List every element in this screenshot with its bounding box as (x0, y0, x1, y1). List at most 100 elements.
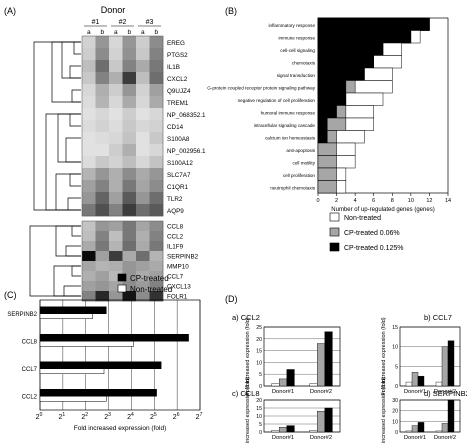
heatmap-cell (95, 291, 110, 302)
x-tick-label: 0 (316, 198, 319, 204)
heatmap-cell (136, 271, 150, 282)
heatmap-cell (82, 60, 96, 73)
x-category-label: Donor#2 (310, 389, 332, 395)
heatmap-cell (149, 132, 164, 145)
bar (411, 425, 419, 433)
gene-label: CCL8 (167, 224, 184, 231)
heatmap-cell (109, 108, 123, 121)
bar (317, 117, 328, 131)
column-label: b (100, 29, 104, 36)
heatmap-cell (122, 192, 137, 205)
heatmap-cell (122, 156, 137, 169)
bar (317, 343, 326, 387)
gene-label: NP_002956.1 (167, 148, 206, 155)
heatmap-cell (122, 108, 137, 121)
y-tick-label: 5 (395, 364, 398, 370)
category-label: immune response (278, 35, 315, 40)
heatmap-cell (149, 60, 164, 73)
gene-label: PTGS2 (167, 52, 188, 59)
x-tick-label: 26 (173, 412, 180, 421)
heatmap-cell (95, 48, 110, 61)
dendrogram-branch (65, 137, 81, 163)
gene-label: Q9UJZ4 (167, 88, 191, 95)
column-label: b (154, 29, 158, 36)
x-tick-base: 2 (150, 414, 154, 421)
y-tick-label: 0 (259, 384, 262, 390)
legend-swatch (329, 242, 340, 252)
bar (317, 155, 337, 169)
donor-label: #3 (146, 19, 154, 26)
heatmap-cell (109, 96, 123, 109)
gene-label: IL1F9 (167, 244, 184, 251)
x-tick-label: 27 (196, 412, 203, 421)
dendrogram-branch (53, 265, 81, 297)
dendrogram-branch (61, 41, 81, 79)
heatmap-cell (95, 168, 110, 181)
bar (324, 407, 333, 433)
y-tick-label: 15 (392, 325, 398, 331)
legend-label: CP-treated 0.125% (344, 245, 404, 252)
gene-label: TLR2 (167, 196, 183, 203)
heatmap-cell (149, 84, 164, 97)
bar-cp-treated (39, 389, 157, 397)
heatmap-cell (95, 192, 110, 205)
gene-label: C1QR1 (167, 184, 188, 191)
category-label: neutrophil chemotaxis (270, 185, 315, 190)
category-label: CCL7 (22, 367, 38, 373)
bar (317, 142, 337, 156)
y-tick-label: 20 (392, 409, 398, 415)
x-tick-label: 25 (150, 412, 157, 421)
x-tick-label: 2 (335, 198, 338, 204)
heatmap-cell (122, 60, 137, 73)
gene-label: FOLR1 (167, 294, 188, 301)
heatmap-cell (122, 291, 137, 302)
heatmap-cell (122, 72, 137, 85)
bar (317, 55, 374, 69)
category-label: cell motility (293, 160, 316, 165)
dendrogram-branch (65, 245, 81, 257)
x-tick-exp: 0 (40, 412, 43, 418)
category-label: inflammatory response (269, 23, 316, 28)
heatmap-cell (82, 144, 96, 157)
heatmap-cell (136, 156, 150, 169)
heatmap-cell (95, 204, 110, 217)
heatmap-cell (82, 84, 96, 97)
subplot-title: c) CCL8 (232, 389, 260, 398)
heatmap-cell (109, 120, 123, 133)
panel-c-chart: 20 21 22 23 24 25 26 27SERPINB2CCL8CCL7CCL2Fold… (7, 273, 203, 432)
heatmap-cell (122, 231, 137, 242)
category-label: negative regulation of cell proliferatio… (238, 98, 316, 103)
heatmap-cell (95, 281, 110, 292)
heatmap-cell (82, 221, 96, 232)
heatmap-cell (122, 36, 137, 49)
heatmap-cell (122, 251, 137, 262)
heatmap-cell (136, 60, 150, 73)
heatmap-cell (109, 261, 123, 272)
bar (309, 430, 318, 433)
heatmap-cell (82, 168, 96, 181)
x-tick-base: 2 (36, 414, 40, 421)
column-label: a (141, 29, 145, 36)
x-tick-label: 8 (391, 198, 394, 204)
heatmap-border (81, 220, 164, 302)
heatmap-cell (122, 281, 137, 292)
gene-label: NP_068352.1 (167, 112, 206, 119)
heatmap-cell (136, 108, 150, 121)
heatmap-cell (109, 204, 123, 217)
heatmap-cell (149, 291, 164, 302)
heatmap-cell (82, 261, 96, 272)
heatmap-cell (109, 231, 123, 242)
heatmap-cell (136, 48, 150, 61)
heatmap-cell (149, 251, 164, 262)
legend-swatch (329, 212, 340, 222)
category-label: humoral immune response (261, 110, 316, 115)
legend-swatch (117, 284, 127, 293)
heatmap-cell (109, 192, 123, 205)
heatmap-cell (95, 96, 110, 109)
column-label: b (127, 29, 131, 36)
x-tick-label: 20 (36, 412, 43, 421)
heatmap-cell (122, 84, 137, 97)
category-label: G-protein coupled receptor protein signa… (207, 85, 315, 90)
y-tick-label: 20 (256, 337, 262, 343)
column-label: a (87, 29, 91, 36)
